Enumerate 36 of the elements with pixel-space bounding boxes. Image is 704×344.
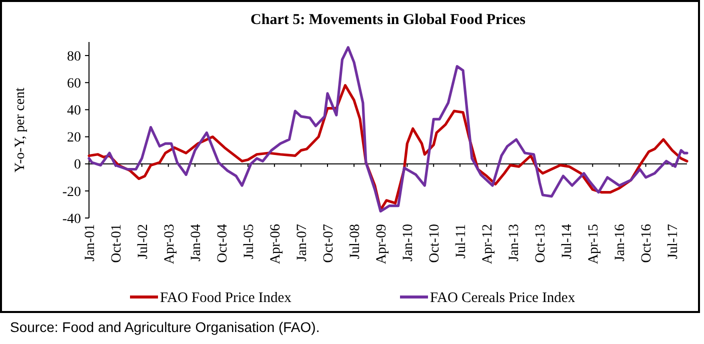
- x-tick-label: Oct-04: [215, 224, 230, 263]
- x-tick-label: Oct-10: [427, 224, 442, 263]
- x-tick-label: Jan-07: [294, 224, 310, 262]
- x-tick-label: Jan-01: [82, 224, 98, 262]
- y-tick-label: 0: [74, 158, 81, 173]
- x-tick-label: Jul-02: [136, 224, 151, 259]
- y-axis-title: Y-o-Y, per cent: [13, 87, 28, 172]
- x-tick-label: Apr-06: [268, 224, 284, 264]
- x-tick-label: Jul-17: [666, 224, 682, 259]
- x-tick-label: Jul-08: [348, 224, 363, 259]
- x-tick-label: Oct-13: [534, 224, 549, 263]
- x-tick-label: Oct-16: [640, 224, 655, 263]
- x-tick-label: Jan-10: [401, 224, 416, 262]
- x-tick-label: Jan-04: [188, 224, 204, 262]
- y-tick-label: 80: [67, 49, 81, 64]
- x-tick-label: Apr-03: [162, 224, 178, 264]
- x-tick-label: Jan-13: [507, 224, 522, 262]
- x-tick-label: Jul-05: [242, 224, 257, 259]
- legend-label: FAO Cereals Price Index: [430, 290, 576, 306]
- x-tick-label: Jul-14: [560, 224, 576, 259]
- x-tick-label: Jul-11: [454, 224, 469, 258]
- source-note: Source: Food and Agriculture Organisation (FAO).: [10, 319, 320, 335]
- x-tick-label: Apr-12: [480, 224, 496, 264]
- y-tick-label: 60: [67, 76, 81, 92]
- chart-title: Chart 5: Movements in Global Food Prices: [250, 12, 526, 28]
- x-tick-label: Oct-07: [321, 224, 336, 263]
- x-tick-label: Apr-15: [586, 224, 602, 264]
- legend-label: FAO Food Price Index: [160, 290, 292, 306]
- y-tick-label: 40: [67, 104, 81, 119]
- x-tick-label: Apr-09: [374, 224, 390, 264]
- y-tick-label: -20: [62, 184, 81, 200]
- x-tick-label: Oct-01: [109, 224, 124, 263]
- y-tick-label: -40: [62, 212, 81, 227]
- x-tick-label: Jan-16: [613, 224, 628, 262]
- line-series: [88, 46, 688, 213]
- y-tick-label: 20: [67, 130, 81, 146]
